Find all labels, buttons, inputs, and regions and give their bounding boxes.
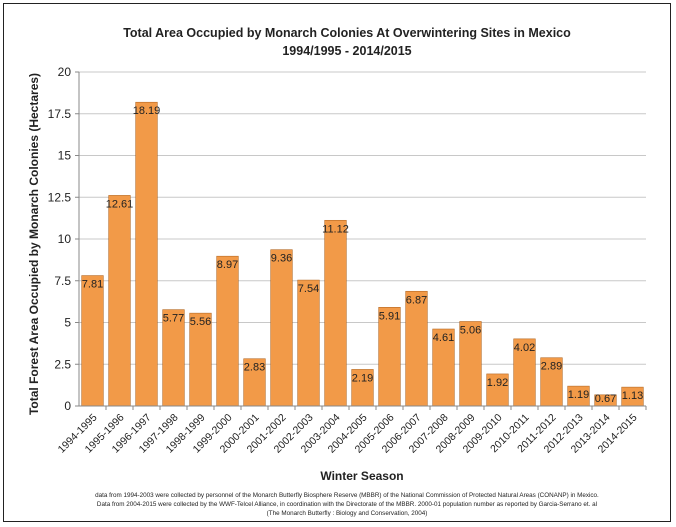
source-note-line-3: (The Monarch Butterfly : Biology and Con…: [267, 510, 428, 517]
chart-title: Total Area Occupied by Monarch Colonies …: [123, 26, 571, 40]
bar: [270, 249, 293, 407]
chart-subtitle: 1994/1995 - 2014/2015: [282, 44, 411, 58]
y-tick-label: 2.5: [54, 357, 71, 371]
data-label: 7.81: [82, 279, 103, 291]
bar: [216, 255, 239, 407]
data-label: 11.12: [322, 223, 349, 235]
y-tick-label: 20: [58, 65, 72, 79]
y-tick-label: 10: [58, 232, 72, 246]
data-label: 1.19: [568, 389, 589, 401]
monarch-area-chart: Total Area Occupied by Monarch Colonies …: [27, 26, 647, 517]
data-label: 5.91: [379, 310, 400, 322]
data-label: 0.67: [595, 393, 616, 405]
chart-frame: Total Area Occupied by Monarch Colonies …: [3, 3, 671, 522]
bar: [297, 279, 320, 407]
data-label: 18.19: [133, 105, 161, 117]
source-note-line-1: data from 1994-2003 were collected by pe…: [95, 492, 599, 499]
bars: [81, 101, 644, 407]
x-axis-title: Winter Season: [320, 469, 403, 483]
data-label: 1.92: [487, 377, 508, 389]
data-label: 4.02: [514, 342, 535, 354]
data-label: 8.97: [217, 259, 238, 271]
data-label: 1.13: [622, 390, 643, 402]
bar: [405, 290, 428, 407]
y-tick-label: 5: [64, 316, 71, 330]
bar: [324, 219, 347, 407]
data-label: 2.83: [244, 362, 265, 374]
data-label: 6.87: [406, 294, 427, 306]
data-label: 5.56: [190, 316, 211, 328]
bar: [81, 275, 104, 407]
x-tick-labels: 1994-19951995-19961996-19971997-19981998…: [56, 406, 647, 456]
bar: [108, 195, 131, 407]
y-tick-label: 7.5: [54, 274, 71, 288]
source-note-line-2: Data from 2004-2015 were collected by th…: [97, 501, 597, 508]
y-tick-labels: 0 2.5 5 7.5 10 12.5 15 17.5 20: [48, 65, 79, 413]
data-label: 7.54: [298, 283, 319, 295]
data-label: 4.61: [433, 332, 454, 344]
data-label: 5.77: [163, 313, 184, 325]
data-label: 12.61: [106, 198, 134, 210]
data-label: 2.89: [541, 361, 562, 373]
bar: [135, 101, 158, 407]
y-tick-label: 15: [58, 149, 72, 163]
y-axis-title: Total Forest Area Occupied by Monarch Co…: [27, 73, 41, 415]
y-tick-label: 12.5: [48, 190, 72, 204]
data-labels: 7.81 12.61 18.19 5.77 5.56 8.97 2.83 9.36 7.54 11…: [82, 105, 643, 405]
y-tick-label: 0: [64, 399, 71, 413]
data-label: 5.06: [460, 324, 481, 336]
data-label: 2.19: [352, 372, 373, 384]
y-tick-label: 17.5: [48, 107, 72, 121]
data-label: 9.36: [271, 253, 292, 265]
